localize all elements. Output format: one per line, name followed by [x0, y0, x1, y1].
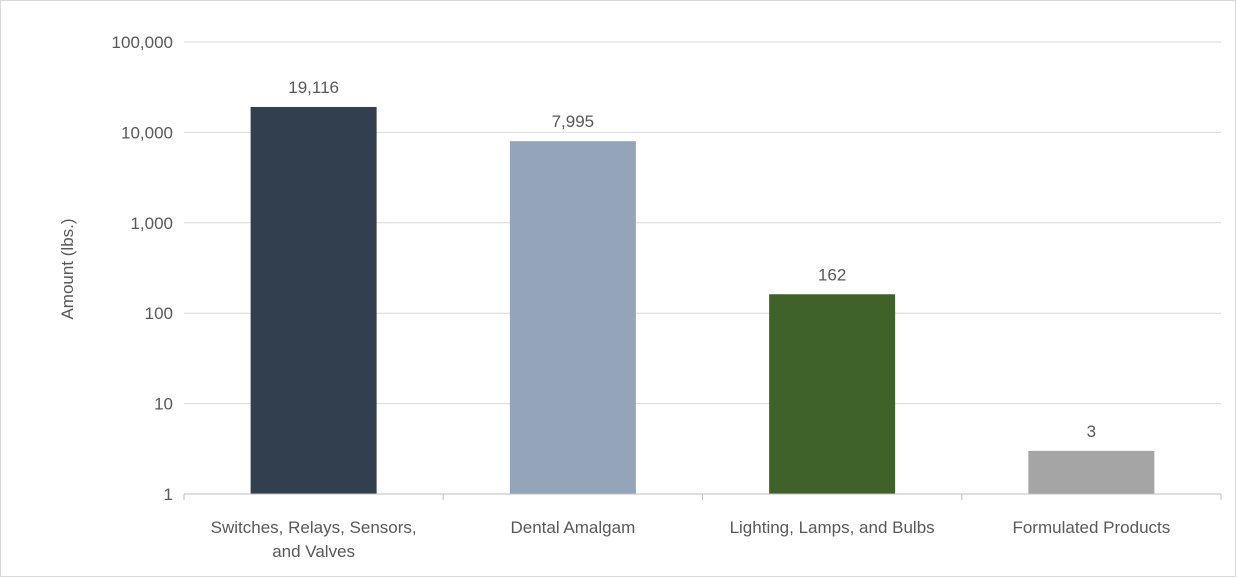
bar [1028, 450, 1155, 494]
data-label: 19,116 [288, 78, 339, 97]
y-tick-label: 1,000 [130, 214, 173, 233]
bar [250, 106, 377, 495]
category-label: Lighting, Lamps, and Bulbs [730, 518, 935, 537]
y-tick-labels: 1 10 100 1,000 10,000 100,000 [112, 33, 173, 504]
bars [250, 106, 1155, 495]
y-tick-label: 100 [145, 304, 173, 323]
data-label: 7,995 [552, 112, 595, 131]
y-tick-label: 1 [164, 485, 173, 504]
data-label: 162 [818, 265, 846, 284]
y-tick-label: 10,000 [121, 123, 173, 142]
data-labels: 19,116 7,995 162 3 [288, 78, 1096, 441]
x-axis [183, 493, 1222, 500]
category-label: Switches, Relays, Sensors, and Valves [211, 518, 417, 561]
category-label: Formulated Products [1012, 518, 1170, 537]
category-label: Dental Amalgam [511, 518, 636, 537]
data-label: 3 [1087, 422, 1096, 441]
y-tick-label: 100,000 [112, 33, 173, 52]
y-tick-label: 10 [154, 395, 173, 414]
bar [769, 294, 896, 494]
y-axis-title: Amount (lbs.) [58, 218, 77, 319]
bar [509, 141, 636, 494]
category-labels: Switches, Relays, Sensors, and Valves Dent… [211, 518, 1171, 561]
